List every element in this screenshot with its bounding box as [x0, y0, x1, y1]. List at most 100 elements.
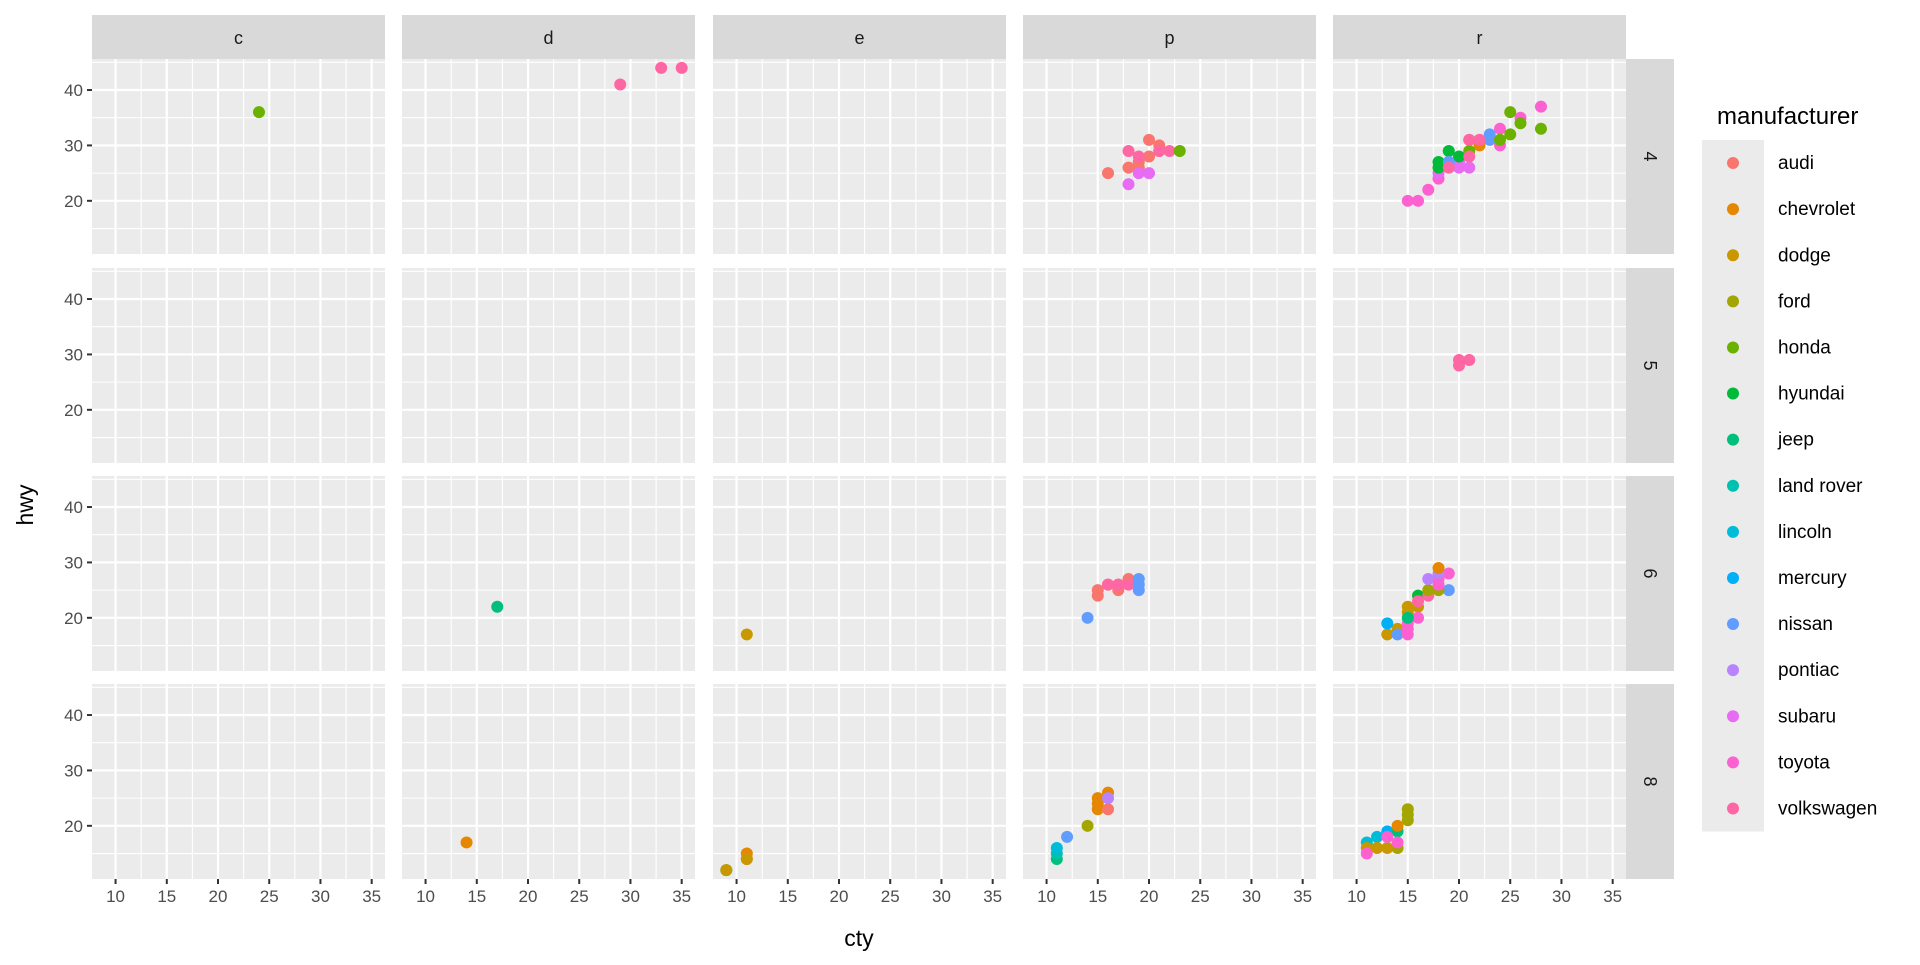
data-point-volkswagen [1442, 161, 1455, 174]
panel-background [92, 684, 385, 879]
data-point-pontiac [1422, 573, 1435, 586]
data-point-audi [1143, 133, 1156, 146]
legend-key-dodge [1727, 249, 1739, 262]
panel-r-4 [1333, 59, 1626, 254]
panel-background [1023, 476, 1316, 671]
data-point-audi [1102, 167, 1115, 180]
data-point-toyota [1442, 567, 1455, 580]
panel-d-8 [402, 684, 695, 879]
panel-d-5 [402, 268, 695, 463]
data-point-volkswagen [675, 61, 688, 74]
x-tick-label: 30 [932, 887, 951, 906]
x-tick-label: 20 [1140, 887, 1159, 906]
x-tick-label: 30 [1552, 887, 1571, 906]
panel-d-4 [402, 59, 695, 254]
panel-background [713, 684, 1006, 879]
data-point-dodge [1401, 600, 1414, 613]
panel-e-5 [713, 268, 1006, 463]
facet-strip-8 [1626, 684, 1674, 879]
data-point-subaru [1122, 178, 1135, 191]
data-point-volkswagen [1463, 150, 1476, 163]
data-point-dodge [740, 853, 753, 866]
y-tick-label: 30 [64, 136, 83, 155]
data-point-pontiac [1102, 792, 1115, 805]
facet-strip-c [92, 15, 385, 59]
x-tick-label: 35 [362, 887, 381, 906]
data-point-hyundai [1432, 156, 1445, 169]
data-point-audi [1091, 584, 1104, 597]
data-point-volkswagen [1463, 353, 1476, 366]
data-point-toyota [1422, 183, 1435, 196]
y-tick-label: 40 [64, 81, 83, 100]
facet-strip-label: r [1477, 28, 1483, 48]
data-point-toyota [1534, 100, 1547, 113]
data-point-toyota [1493, 122, 1506, 135]
facet-panels: c d e p r 4 5 6 8 20 30 40 20 30 40 20 30 40 20 30 40 10 15 20 2… [64, 15, 1674, 906]
legend-label: jeep [1777, 430, 1814, 451]
legend-label: volkswagen [1778, 798, 1877, 819]
x-tick-label: 35 [1603, 887, 1622, 906]
data-point-toyota [1412, 194, 1425, 207]
data-point-nissan [1081, 611, 1094, 624]
data-point-volkswagen [1112, 578, 1125, 591]
data-point-toyota [1391, 836, 1404, 849]
x-tick-label: 10 [106, 887, 125, 906]
data-point-volkswagen [655, 61, 668, 74]
x-tick-label: 30 [1242, 887, 1261, 906]
panel-e-8 [713, 684, 1006, 879]
facet-strip-4 [1626, 59, 1674, 254]
data-point-honda [252, 106, 265, 119]
facet-strip-r [1333, 15, 1626, 59]
data-point-toyota [1360, 847, 1373, 860]
panel-background [92, 59, 385, 254]
legend-label: land rover [1778, 476, 1863, 497]
data-point-honda [1534, 122, 1547, 135]
x-tick-label: 10 [1347, 887, 1366, 906]
legend-title: manufacturer [1717, 103, 1858, 130]
data-point-mercury [1381, 617, 1394, 630]
legend-label: audi [1778, 153, 1814, 174]
legend-label: chevrolet [1778, 199, 1856, 220]
legend-key-nissan [1727, 618, 1739, 631]
y-tick-label: 30 [64, 553, 83, 572]
facet-strip-label: d [543, 28, 553, 48]
panel-background [402, 476, 695, 671]
y-tick-label: 40 [64, 706, 83, 725]
data-point-dodge [1371, 841, 1384, 854]
data-point-nissan [1132, 573, 1145, 586]
data-point-nissan [1061, 830, 1074, 843]
legend-label: pontiac [1778, 660, 1839, 681]
panel-p-6 [1023, 476, 1316, 671]
x-tick-label: 35 [672, 887, 691, 906]
data-point-volkswagen [1153, 144, 1166, 157]
facet-strip-p [1023, 15, 1316, 59]
y-tick-label: 20 [64, 401, 83, 420]
x-tick-label: 20 [1450, 887, 1469, 906]
x-tick-label: 15 [157, 887, 176, 906]
data-point-volkswagen [614, 78, 627, 91]
data-point-audi [1102, 803, 1115, 816]
x-tick-label: 15 [1088, 887, 1107, 906]
panel-background [713, 59, 1006, 254]
data-point-chevrolet [460, 836, 473, 849]
y-tick-label: 30 [64, 761, 83, 780]
data-point-chevrolet [1432, 561, 1445, 574]
panel-d-6 [402, 476, 695, 671]
legend-label: lincoln [1778, 522, 1832, 543]
y-tick-label: 20 [64, 609, 83, 628]
data-point-honda [1514, 117, 1527, 130]
panel-background [402, 684, 695, 879]
x-tick-label: 10 [1037, 887, 1056, 906]
legend-key-audi [1727, 157, 1739, 170]
panel-c-4 [92, 59, 385, 254]
legend-key-volkswagen [1727, 802, 1739, 815]
panel-background [1333, 476, 1626, 671]
x-tick-label: 30 [311, 887, 330, 906]
panel-r-8 [1333, 684, 1626, 879]
panel-c-5 [92, 268, 385, 463]
facet-strip-label: 4 [1640, 151, 1660, 161]
y-axis-title: hwy [12, 484, 38, 525]
x-tick-label: 35 [983, 887, 1002, 906]
facet-strip-label: e [854, 28, 864, 48]
facet-strip-5 [1626, 268, 1674, 463]
